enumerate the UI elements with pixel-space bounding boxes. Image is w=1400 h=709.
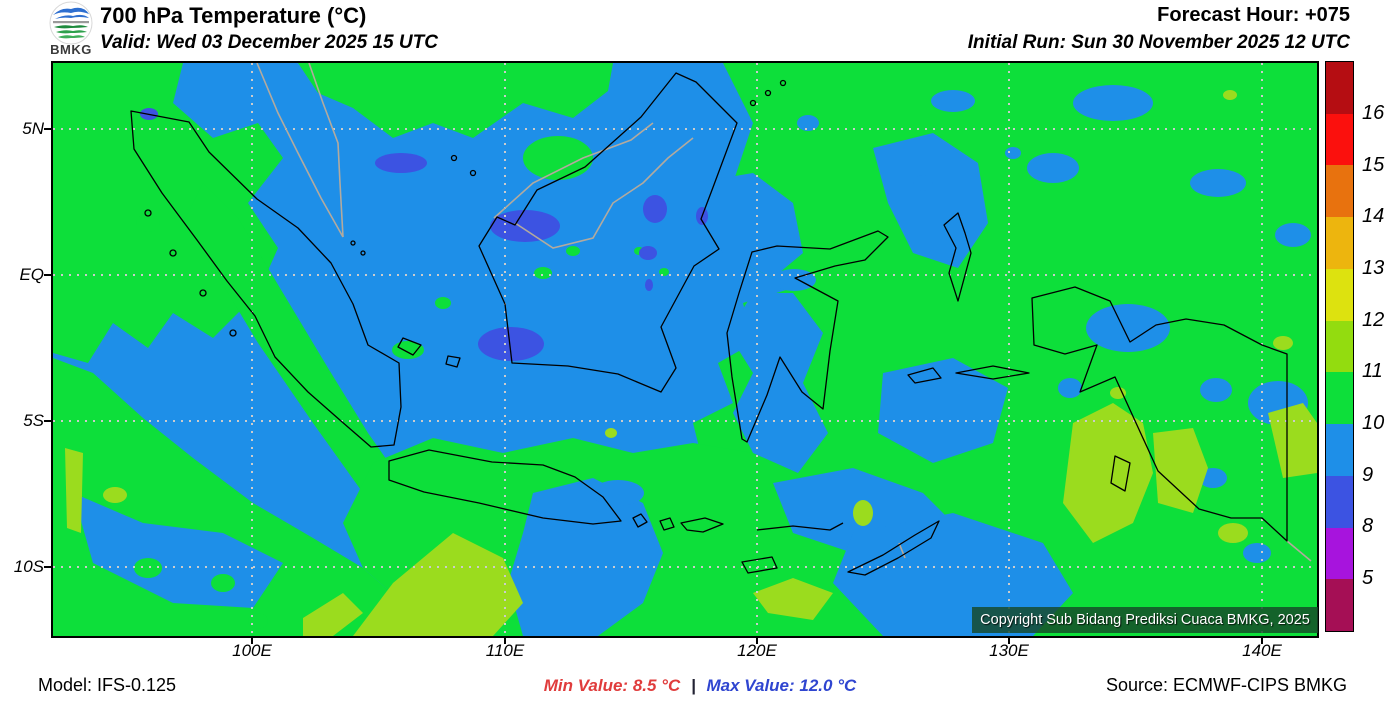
model-text: Model: IFS-0.125 <box>38 675 177 695</box>
lat-label-eq: EQ <box>19 265 44 284</box>
colorbar-segment <box>1326 372 1353 425</box>
colorbar-label-10: 10 <box>1362 412 1385 434</box>
valid-time-text: Valid: Wed 03 December 2025 15 UTC <box>100 32 438 53</box>
lat-tick <box>44 420 52 422</box>
colorbar-segment <box>1326 320 1353 373</box>
lat-tick <box>44 566 52 568</box>
colorbar-label-13: 13 <box>1362 257 1385 279</box>
source-text: Source: ECMWF-CIPS BMKG <box>1105 675 1347 695</box>
lat-label-5n: 5N <box>22 119 44 138</box>
colorbar-segment <box>1326 268 1353 321</box>
foreign-borders <box>256 63 1312 562</box>
copyright-box: Copyright Sub Bidang Prediksi Cuaca BMKG… <box>972 607 1318 633</box>
field-royal-blue-pockets <box>140 108 708 361</box>
bmkg-logo-text: BMKG <box>50 42 92 57</box>
colorbar-segment <box>1326 475 1353 528</box>
colorbar-segment <box>1326 113 1353 166</box>
lon-tick <box>756 636 758 644</box>
colorbar-segment <box>1326 165 1353 218</box>
lon-label-140e: 140E <box>1242 641 1282 660</box>
lon-tick <box>1261 636 1263 644</box>
min-max-separator: | <box>690 676 696 695</box>
temperature-colorbar <box>1325 61 1354 632</box>
temperature-field-svg <box>53 63 1317 636</box>
lat-tick <box>44 128 52 130</box>
colorbar-segment <box>1326 62 1353 114</box>
colorbar-label-9: 9 <box>1362 464 1374 486</box>
lat-tick <box>44 274 52 276</box>
colorbar-segment <box>1326 527 1353 580</box>
coastlines <box>130 72 1288 576</box>
lon-label-100e: 100E <box>232 641 272 660</box>
min-value-text: Min Value: 8.5 °C <box>543 676 681 695</box>
lat-label-5s: 5S <box>23 411 44 430</box>
field-yellow-green-patches <box>65 90 1317 636</box>
colorbar-segment <box>1326 217 1353 269</box>
colorbar-segment <box>1326 579 1353 632</box>
colorbar-segment <box>1326 424 1353 476</box>
lon-label-120e: 120E <box>737 641 777 660</box>
initial-run-text: Initial Run: Sun 30 November 2025 12 UTC <box>967 32 1350 53</box>
lon-label-130e: 130E <box>989 641 1029 660</box>
page-title: 700 hPa Temperature (°C) <box>100 3 367 28</box>
colorbar-label-12: 12 <box>1362 309 1385 331</box>
bmkg-logo: BMKG <box>44 1 98 59</box>
lat-label-10s: 10S <box>13 557 44 576</box>
temperature-map: Copyright Sub Bidang Prediksi Cuaca BMKG… <box>51 61 1319 638</box>
forecast-hour-text: Forecast Hour: +075 <box>1157 4 1350 26</box>
colorbar-label-11: 11 <box>1362 360 1383 382</box>
bmkg-logo-icon <box>49 1 93 45</box>
colorbar-label-15: 15 <box>1362 154 1385 176</box>
max-value-text: Max Value: 12.0 °C <box>706 676 857 695</box>
lon-tick <box>1008 636 1010 644</box>
lon-tick <box>251 636 253 644</box>
gridlines <box>53 63 1317 636</box>
colorbar-label-14: 14 <box>1362 205 1385 227</box>
lon-label-110e: 110E <box>485 641 525 660</box>
lon-tick <box>504 636 506 644</box>
colorbar-label-5: 5 <box>1362 567 1374 589</box>
min-max-values: Min Value: 8.5 °C | Max Value: 12.0 °C <box>400 676 1000 696</box>
colorbar-label-16: 16 <box>1362 102 1385 124</box>
colorbar-label-8: 8 <box>1362 515 1374 537</box>
